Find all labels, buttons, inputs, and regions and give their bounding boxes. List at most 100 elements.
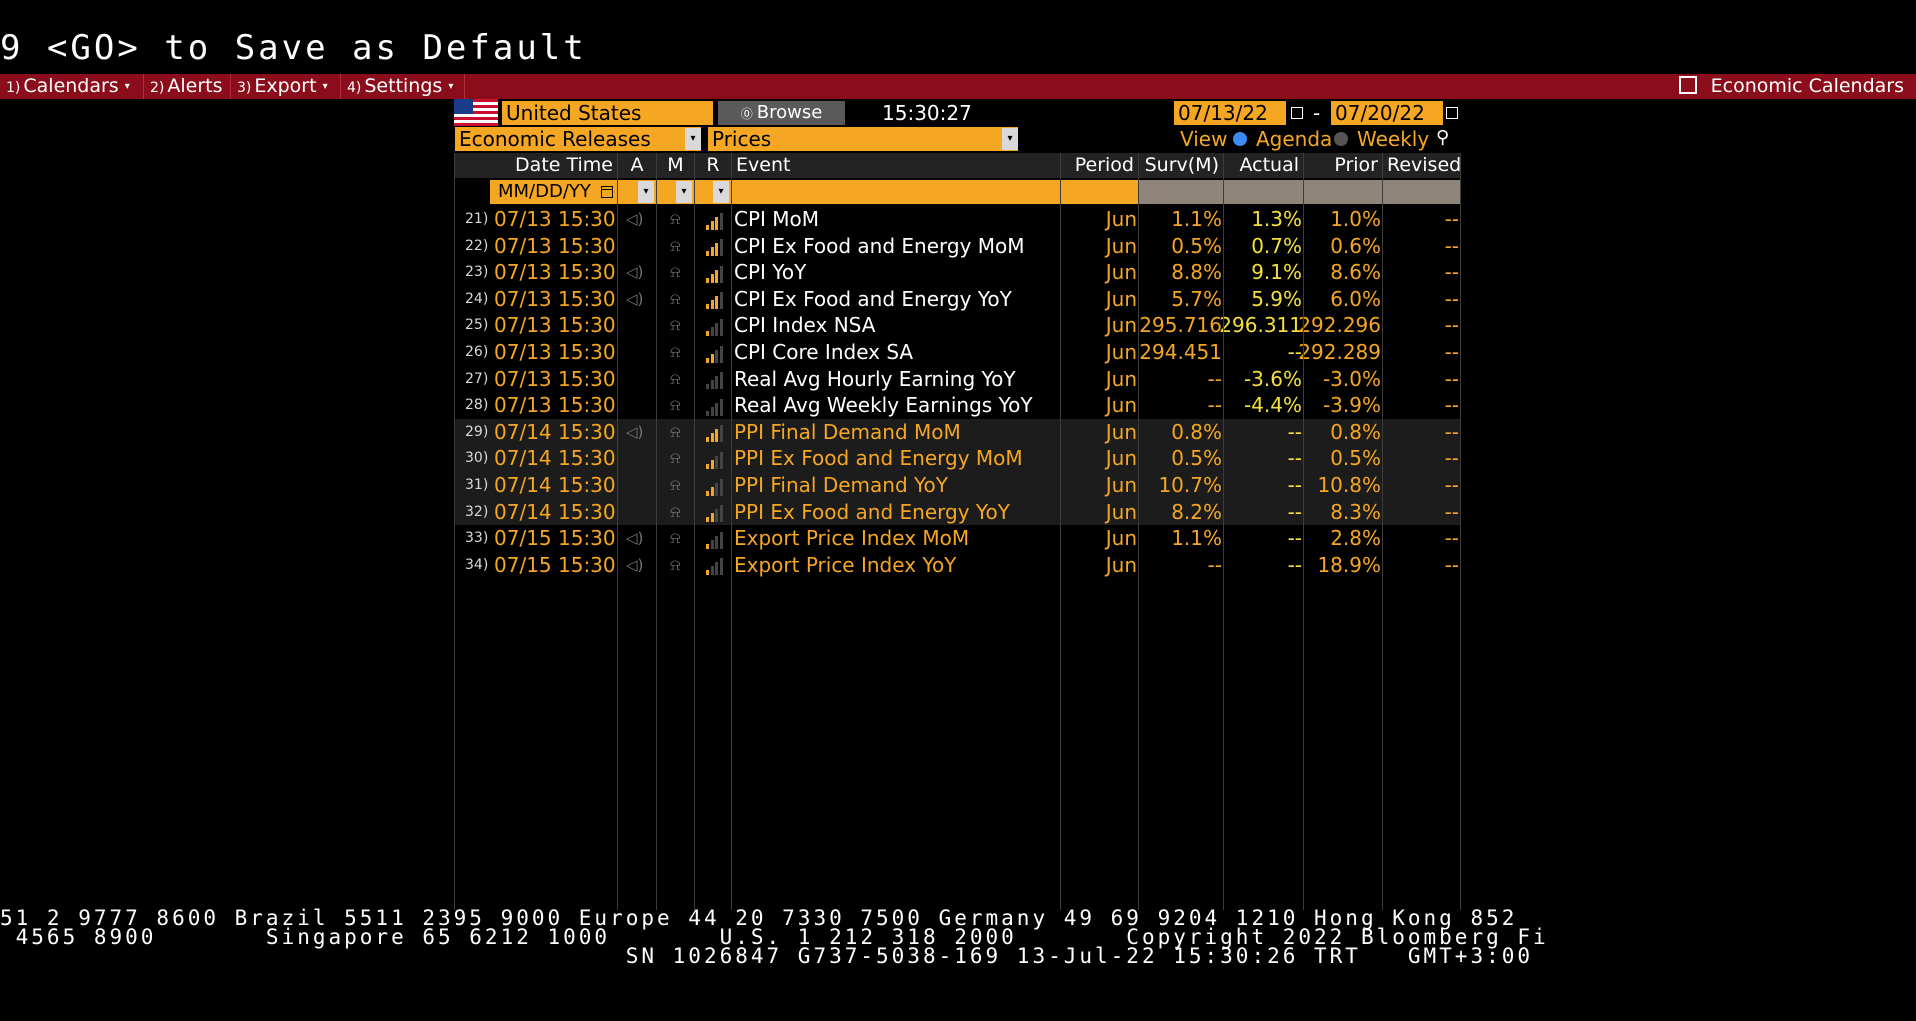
event-filter[interactable] (732, 180, 1060, 204)
speaker-icon[interactable]: ◁) (626, 263, 644, 282)
row-event-name[interactable]: CPI Ex Food and Energy MoM (734, 233, 1025, 258)
row-event-name[interactable]: CPI MoM (734, 207, 820, 231)
row-number[interactable]: 32) (465, 503, 489, 520)
bell-icon[interactable]: ⍾ (670, 315, 681, 335)
col-actual[interactable]: Actual (1224, 153, 1303, 178)
row-event-name[interactable]: Real Avg Weekly Earnings YoY (734, 393, 1033, 418)
col-period[interactable]: Period (1061, 153, 1138, 178)
speaker-icon[interactable]: ◁) (626, 529, 644, 548)
table-row[interactable]: 21) 07/13 15:30 ◁) ⍾ CPI MoM Jun 1.1% 1.3% 1.0% -… (455, 206, 1460, 233)
release-type-select[interactable]: Economic Releases (455, 127, 701, 151)
bell-icon[interactable]: ⍾ (670, 528, 681, 548)
economic-calendars-link[interactable]: Economic Calendars (1678, 74, 1904, 99)
country-field[interactable]: United States (502, 101, 713, 125)
bell-icon[interactable]: ⍾ (670, 395, 681, 415)
row-number[interactable]: 23) (465, 264, 489, 281)
col-a[interactable]: A (618, 153, 656, 178)
radio-selected-icon[interactable] (1233, 132, 1247, 146)
row-number[interactable]: 28) (465, 397, 489, 414)
speaker-icon[interactable]: ◁) (626, 555, 644, 574)
row-event-name[interactable]: PPI Final Demand YoY (734, 473, 949, 497)
weekly-option[interactable]: Weekly (1357, 127, 1430, 151)
user-search-icon[interactable]: ⚲ (1436, 127, 1450, 148)
row-number[interactable]: 26) (465, 344, 489, 360)
a-filter[interactable]: ▾ (618, 180, 656, 204)
table-row[interactable]: 26) 07/13 15:30 ⍾ CPI Core Index SA Jun 294.4… (455, 339, 1460, 366)
settings-menu[interactable]: 4) Settings ▾ (341, 74, 465, 99)
speaker-icon[interactable]: ◁) (626, 210, 644, 228)
period-filter[interactable] (1061, 180, 1138, 204)
col-m[interactable]: M (657, 153, 694, 178)
row-number[interactable]: 27) (465, 370, 489, 387)
row-date-time: 07/15 15:30 (494, 552, 616, 577)
m-filter[interactable]: ▾ (657, 180, 694, 204)
col-event[interactable]: Event (732, 153, 1060, 178)
row-event-name[interactable]: PPI Final Demand MoM (734, 419, 961, 444)
bell-icon[interactable]: ⍾ (670, 475, 681, 494)
r-filter[interactable]: ▾ (695, 180, 731, 204)
table-row[interactable]: 22) 07/13 15:30 ⍾ CPI Ex Food and Energy Mo… (455, 233, 1460, 260)
calendar-icon[interactable] (1291, 107, 1303, 119)
date-filter-calendar[interactable] (597, 180, 617, 204)
col-survey[interactable]: Surv(M) (1139, 153, 1223, 178)
bell-icon[interactable]: ⍾ (670, 209, 681, 228)
chevron-down-icon[interactable]: ▾ (685, 128, 701, 150)
row-number[interactable]: 34) (465, 556, 489, 573)
row-number[interactable]: 25) (465, 317, 489, 334)
table-row[interactable]: 27) 07/13 15:30 ⍾ Real Avg Hourly Earning Y… (455, 366, 1460, 393)
date-to-field[interactable]: 07/20/22 (1331, 101, 1443, 125)
speaker-icon[interactable]: ◁) (626, 289, 644, 308)
col-prior[interactable]: Prior (1304, 153, 1382, 178)
date-filter-input[interactable]: MM/DD/YY (490, 180, 597, 204)
chevron-down-icon[interactable]: ▾ (1002, 128, 1018, 150)
col-revised[interactable]: Revised (1383, 153, 1461, 178)
row-number[interactable]: 33) (465, 530, 489, 547)
bell-icon[interactable]: ⍾ (670, 368, 681, 388)
row-event-name[interactable]: Export Price Index YoY (734, 552, 957, 577)
row-event-name[interactable]: Real Avg Hourly Earning YoY (734, 366, 1016, 391)
row-number[interactable]: 29) (465, 423, 489, 440)
alerts-menu[interactable]: 2) Alerts (144, 74, 231, 99)
category-select[interactable]: Prices (708, 127, 1018, 151)
bell-icon[interactable]: ⍾ (670, 288, 681, 308)
table-row[interactable]: 29) 07/14 15:30 ◁) ⍾ PPI Final Demand MoM Jun… (455, 418, 1460, 446)
export-menu[interactable]: 3) Export ▾ (231, 74, 341, 99)
table-row[interactable]: 34) 07/15 15:30 ◁) ⍾ Export Price Index YoY J… (455, 552, 1460, 579)
table-row[interactable]: 25) 07/13 15:30 ⍾ CPI Index NSA Jun 295.716 29… (455, 312, 1460, 339)
agenda-option[interactable]: Agenda (1256, 127, 1333, 151)
row-number[interactable]: 22) (465, 237, 489, 254)
browse-button[interactable]: ⓪ Browse (718, 101, 845, 125)
bell-icon[interactable]: ⍾ (670, 554, 681, 574)
radio-unselected-icon[interactable] (1334, 132, 1348, 146)
row-number[interactable]: 31) (465, 477, 489, 493)
table-row[interactable]: 33) 07/15 15:30 ◁) ⍾ Export Price Index MoM J… (455, 525, 1460, 552)
table-row[interactable]: 24) 07/13 15:30 ◁) ⍾ CPI Ex Food and Energy … (455, 286, 1460, 313)
row-event-name[interactable]: CPI Ex Food and Energy YoY (734, 286, 1012, 311)
row-event-name[interactable]: CPI Index NSA (734, 313, 876, 338)
table-row[interactable]: 23) 07/13 15:30 ◁) ⍾ CPI YoY Jun 8.8% 9.1% 8.6% -… (455, 259, 1460, 286)
table-row[interactable]: 32) 07/14 15:30 ⍾ PPI Ex Food and Energy Yo… (455, 498, 1460, 526)
calendars-menu[interactable]: 1) Calendars ▾ (0, 74, 144, 99)
row-event-name[interactable]: Export Price Index MoM (734, 526, 970, 551)
bell-icon[interactable]: ⍾ (670, 501, 681, 521)
row-number[interactable]: 24) (465, 290, 489, 307)
row-event-name[interactable]: CPI Core Index SA (734, 340, 914, 364)
bell-icon[interactable]: ⍾ (670, 421, 681, 441)
col-date-time[interactable]: Date Time (455, 153, 617, 178)
row-event-name[interactable]: PPI Ex Food and Energy MoM (734, 446, 1023, 471)
table-row[interactable]: 31) 07/14 15:30 ⍾ PPI Final Demand YoY Jun 10… (455, 472, 1460, 499)
calendar-icon[interactable] (1446, 107, 1458, 119)
bell-icon[interactable]: ⍾ (670, 262, 681, 282)
table-row[interactable]: 30) 07/14 15:30 ⍾ PPI Ex Food and Energy Mo… (455, 445, 1460, 472)
row-number[interactable]: 21) (465, 211, 489, 227)
bell-icon[interactable]: ⍾ (670, 235, 681, 255)
row-event-name[interactable]: PPI Ex Food and Energy YoY (734, 499, 1010, 524)
bell-icon[interactable]: ⍾ (670, 448, 681, 468)
speaker-icon[interactable]: ◁) (626, 422, 644, 441)
date-from-field[interactable]: 07/13/22 (1174, 101, 1286, 125)
table-row[interactable]: 28) 07/13 15:30 ⍾ Real Avg Weekly Earnings … (455, 392, 1460, 419)
col-r[interactable]: R (695, 153, 731, 178)
row-event-name[interactable]: CPI YoY (734, 260, 807, 285)
row-number[interactable]: 30) (465, 450, 489, 467)
bell-icon[interactable]: ⍾ (670, 342, 681, 361)
